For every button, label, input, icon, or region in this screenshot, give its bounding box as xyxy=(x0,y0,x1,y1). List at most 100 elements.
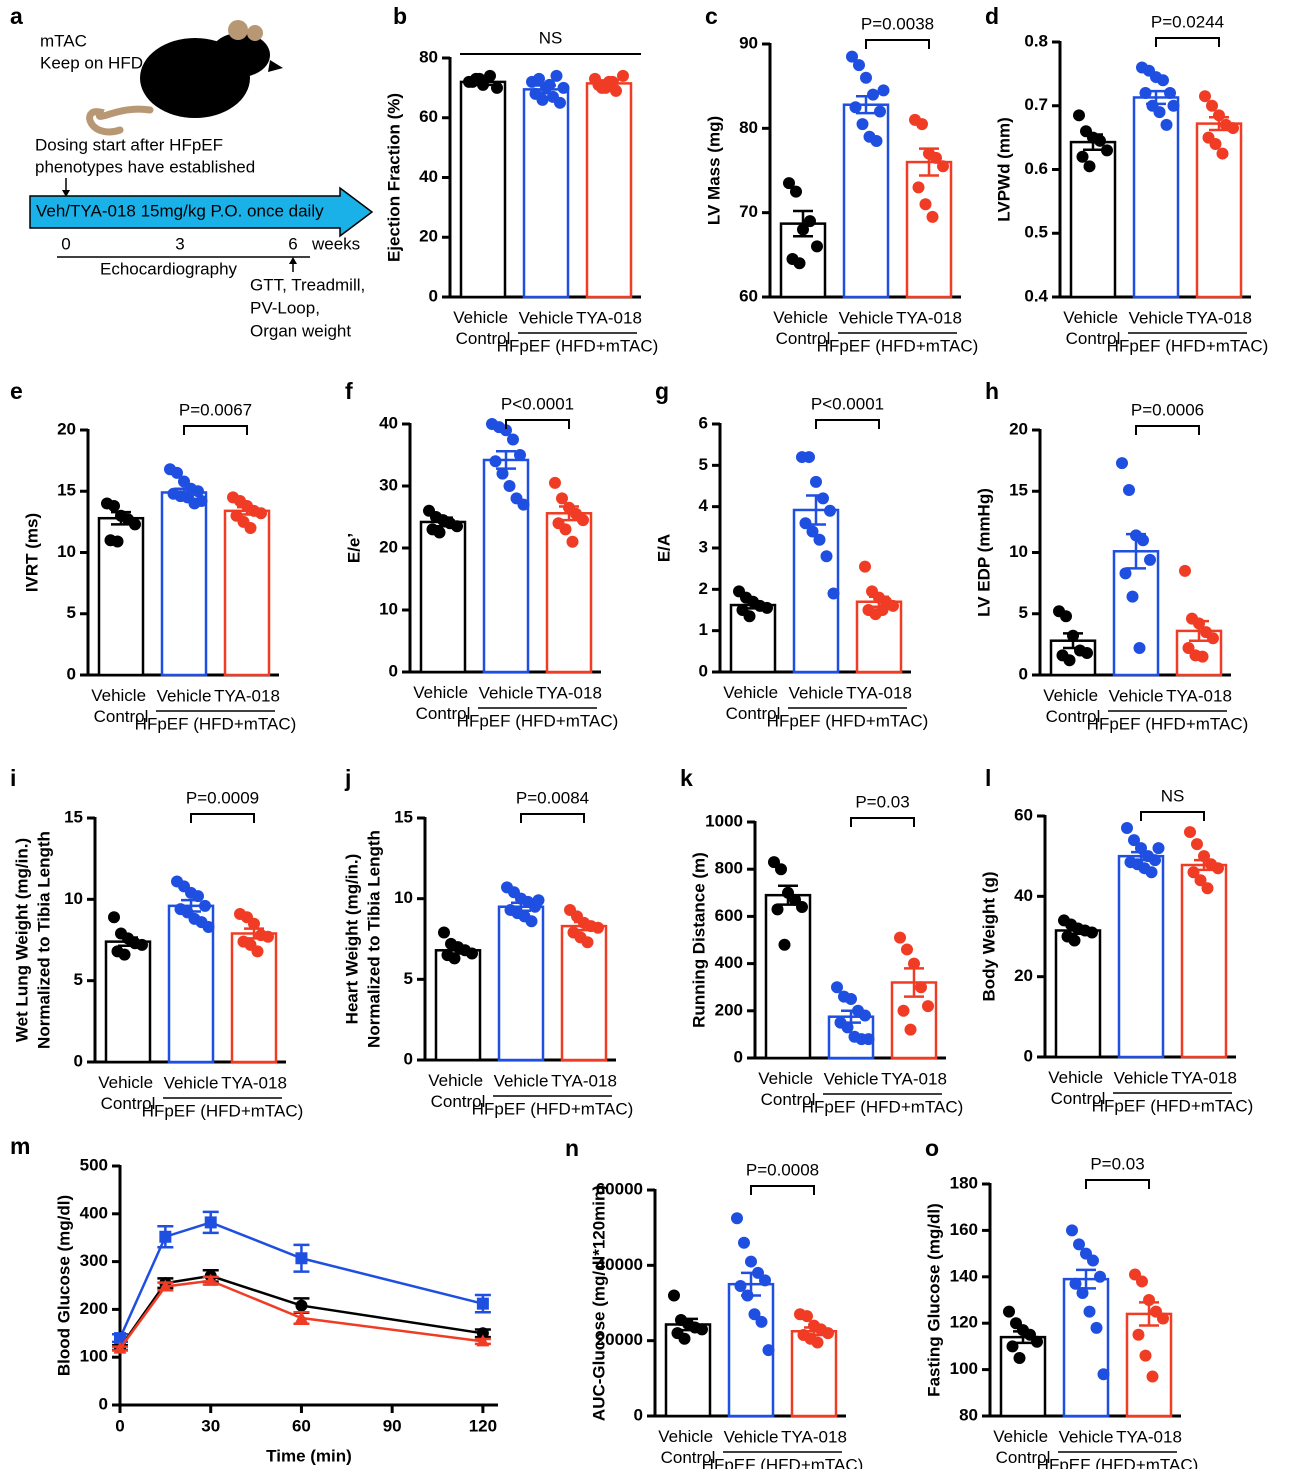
y-axis-label: Fasting Glucose (mg/dl) xyxy=(924,1203,943,1397)
x-tick-label: 120 xyxy=(469,1416,497,1435)
annotation: P=0.0084 xyxy=(516,788,589,807)
data-point xyxy=(1073,109,1085,121)
bar xyxy=(106,942,150,1062)
y-axis-label: LV EDP (mmHg) xyxy=(974,488,993,617)
x-tick-label: 60 xyxy=(292,1416,311,1435)
bar xyxy=(461,82,505,297)
y-tick-label: 0.6 xyxy=(1024,159,1048,178)
y-tick-label: 10 xyxy=(379,599,398,618)
bracket xyxy=(1136,426,1199,435)
y-tick-label: 20 xyxy=(1009,419,1028,438)
y-tick-label: 60 xyxy=(419,107,438,126)
schematic: a mTAC Keep on HFD Dosing start after HF… xyxy=(10,3,372,340)
y-tick-label: 400 xyxy=(80,1203,108,1222)
bracket xyxy=(1141,812,1204,821)
timeline-tick: 6 xyxy=(288,234,297,253)
marker xyxy=(205,1216,217,1228)
y-tick-label: 0.4 xyxy=(1024,286,1048,305)
data-point xyxy=(112,535,124,547)
data-point xyxy=(845,993,857,1005)
data-point xyxy=(507,434,519,446)
data-point xyxy=(438,927,450,939)
annotation: P=0.0244 xyxy=(1151,12,1224,31)
y-tick-label: 80 xyxy=(739,118,758,137)
marker xyxy=(295,1252,307,1264)
x-tick-label: Vehicle xyxy=(1109,686,1164,705)
y-tick-label: 20 xyxy=(379,537,398,556)
data-point xyxy=(1069,935,1081,947)
data-point xyxy=(1168,100,1180,112)
data-point xyxy=(490,455,502,467)
group-label: HFpEF (HFD+mTAC) xyxy=(457,711,619,730)
data-point xyxy=(582,936,594,948)
data-point xyxy=(245,522,257,534)
data-point xyxy=(1136,1275,1148,1287)
data-point xyxy=(860,72,872,84)
data-point xyxy=(1098,1368,1110,1380)
x-tick-label: Vehicle xyxy=(164,1073,219,1092)
y-tick-label: 0 xyxy=(74,1051,83,1070)
dosing-note: phenotypes have established xyxy=(35,157,255,176)
timeline-unit: weeks xyxy=(311,234,360,253)
y-axis-label: LV Mass (mg) xyxy=(704,116,723,225)
group-label: HFpEF (HFD+mTAC) xyxy=(497,336,659,355)
data-point xyxy=(744,610,756,622)
data-point xyxy=(262,931,274,943)
arrow-head xyxy=(289,257,297,264)
bar xyxy=(421,522,465,672)
panel-letter: d xyxy=(985,3,999,29)
x-tick-label: Vehicle xyxy=(824,1069,879,1088)
bar xyxy=(1127,1314,1171,1416)
data-point xyxy=(1014,1352,1026,1364)
data-point xyxy=(814,534,826,546)
data-point xyxy=(1154,106,1166,118)
data-point xyxy=(1003,1306,1015,1318)
bar xyxy=(1056,930,1100,1057)
data-point xyxy=(937,160,949,172)
y-tick-label: 40 xyxy=(379,413,398,432)
bar xyxy=(1064,1279,1108,1416)
panel-letter: e xyxy=(10,378,23,404)
y-tick-label: 0 xyxy=(404,1049,413,1068)
annotation: P=0.0006 xyxy=(1131,400,1204,419)
y-axis-label: Body Weight (g) xyxy=(979,872,998,1002)
data-point xyxy=(1197,651,1209,663)
data-point xyxy=(810,476,822,488)
y-tick-label: 15 xyxy=(394,807,413,826)
y-tick-label: 400 xyxy=(715,953,743,972)
data-point xyxy=(199,900,211,912)
data-point xyxy=(794,257,806,269)
bracket xyxy=(191,814,254,823)
data-point xyxy=(537,94,549,106)
x-tick-label: Vehicle xyxy=(724,1427,779,1446)
y-tick-label: 0 xyxy=(99,1394,108,1413)
data-point xyxy=(668,1289,680,1301)
data-point xyxy=(1207,632,1219,644)
data-point xyxy=(779,939,791,951)
y-tick-label: 20 xyxy=(419,227,438,246)
data-point xyxy=(567,536,579,548)
x-tick-label: TYA-018 xyxy=(214,686,280,705)
y-tick-label: 0 xyxy=(429,286,438,305)
figure: a mTAC Keep on HFD Dosing start after HF… xyxy=(0,0,1300,1469)
annotation: NS xyxy=(539,28,563,47)
y-tick-label: 0.5 xyxy=(1024,223,1048,242)
y-axis-label: Wet Lung Weight (mg/in.) xyxy=(12,838,31,1042)
group-label: HFpEF (HFD+mTAC) xyxy=(767,711,929,730)
y-tick-label: 800 xyxy=(715,859,743,878)
data-point xyxy=(901,943,913,955)
data-point xyxy=(108,911,120,923)
model-text: mTAC xyxy=(40,31,87,50)
annotation: P=0.03 xyxy=(1090,1154,1144,1173)
y-tick-label: 5 xyxy=(1019,603,1028,622)
x-tick-label: Vehicle xyxy=(1114,1068,1169,1087)
y-tick-label: 1000 xyxy=(705,811,743,830)
y-tick-label: 0 xyxy=(699,661,708,680)
data-point xyxy=(1157,74,1169,86)
group-label: HFpEF (HFD+mTAC) xyxy=(1087,714,1249,733)
bracket xyxy=(521,814,584,823)
y-axis-label: LVPWd (mm) xyxy=(994,117,1013,222)
y-axis-label: IVRT (ms) xyxy=(22,513,41,592)
panel-letter: n xyxy=(565,1135,579,1161)
data-point xyxy=(775,863,787,875)
